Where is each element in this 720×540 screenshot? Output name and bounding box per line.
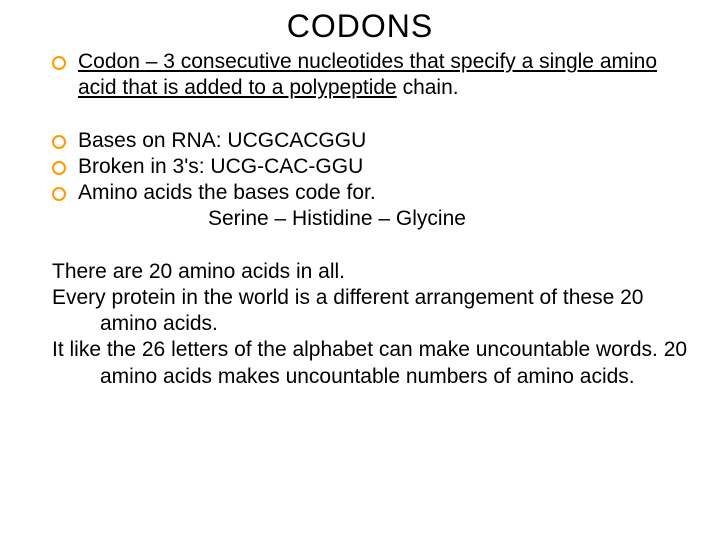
bullet-codon-definition: Codon – 3 consecutive nucleotides that s… xyxy=(52,49,690,102)
codon-def-tail: chain. xyxy=(397,76,459,99)
bullet-list: Codon – 3 consecutive nucleotides that s… xyxy=(30,49,690,102)
paragraph-protein-arrangement: Every protein in the world is a differen… xyxy=(52,285,690,338)
codon-term: Codon xyxy=(78,50,146,73)
paragraph-20-amino: There are 20 amino acids in all. xyxy=(52,259,690,285)
codon-def-underlined: – 3 consecutive nucleotides that specify… xyxy=(78,50,657,99)
bullet-bases-rna: Bases on RNA: UCGCACGGU xyxy=(52,128,690,154)
slide-container: CODONS Codon – 3 consecutive nucleotides… xyxy=(0,0,720,410)
bullet-broken-threes: Broken in 3's: UCG-CAC-GGU xyxy=(52,154,690,180)
bullet-amino-acids: Amino acids the bases code for. Serine –… xyxy=(52,180,690,233)
amino-acids-label: Amino acids the bases code for. xyxy=(78,181,376,204)
slide-title: CODONS xyxy=(30,8,690,45)
paragraph-alphabet-analogy: It like the 26 letters of the alphabet c… xyxy=(52,337,690,390)
body-paragraphs: There are 20 amino acids in all. Every p… xyxy=(30,259,690,390)
bullet-list-2: Bases on RNA: UCGCACGGU Broken in 3's: U… xyxy=(30,128,690,233)
spacer xyxy=(30,102,690,128)
amino-acids-example: Serine – Histidine – Glycine xyxy=(78,206,690,232)
